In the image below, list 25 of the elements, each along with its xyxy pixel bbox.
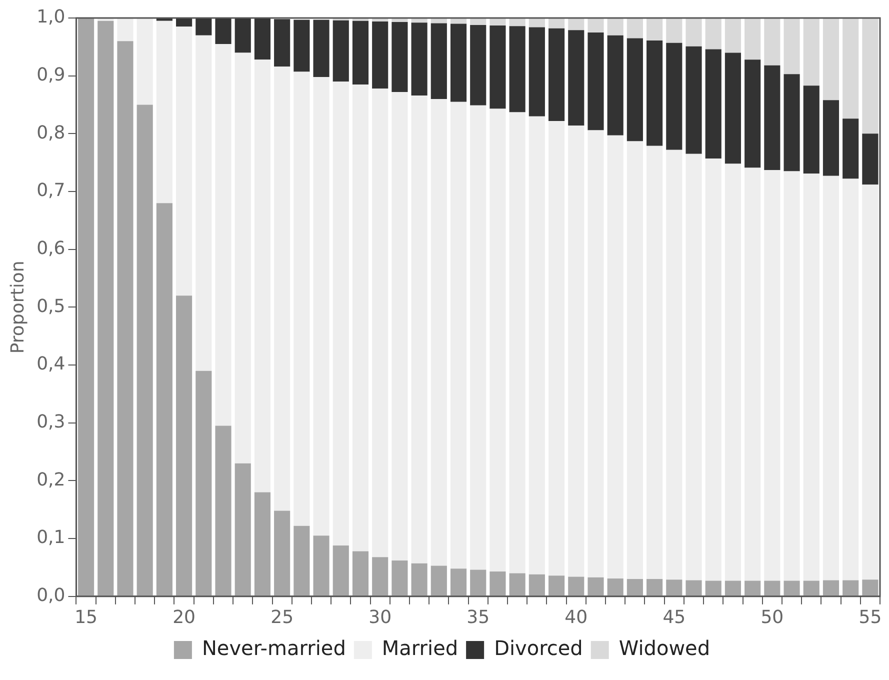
x-tick-label: 45 xyxy=(662,606,686,628)
x-tick-label: 55 xyxy=(858,606,882,628)
y-tick-label: 0,2 xyxy=(36,469,66,490)
x-tick-label: 40 xyxy=(564,606,588,628)
x-tick-label: 20 xyxy=(172,606,196,628)
legend-label: Never-married xyxy=(202,636,346,660)
y-axis-title: Proportion xyxy=(7,260,28,354)
y-tick-label: 1,0 xyxy=(36,6,66,28)
y-tick-label: 0,1 xyxy=(36,527,66,548)
y-tick-label: 0,9 xyxy=(36,64,66,86)
y-tick-label: 0,4 xyxy=(36,354,66,375)
y-tick-label: 0,8 xyxy=(36,122,66,144)
y-tick-label: 0,5 xyxy=(36,296,66,317)
legend-label: Married xyxy=(382,636,458,660)
legend-label: Divorced xyxy=(494,636,583,660)
x-tick-label: 50 xyxy=(760,606,784,628)
x-tick-label: 35 xyxy=(466,606,490,628)
x-tick-label: 15 xyxy=(74,606,98,628)
legend-label: Widowed xyxy=(618,636,710,660)
y-tick-label: 0,0 xyxy=(36,585,66,606)
y-tick-label: 0,7 xyxy=(36,180,66,202)
x-tick-label: 30 xyxy=(368,606,392,628)
x-tick-label: 25 xyxy=(270,606,294,628)
y-tick-label: 0,6 xyxy=(36,238,66,260)
y-tick-label: 0,3 xyxy=(36,412,66,433)
